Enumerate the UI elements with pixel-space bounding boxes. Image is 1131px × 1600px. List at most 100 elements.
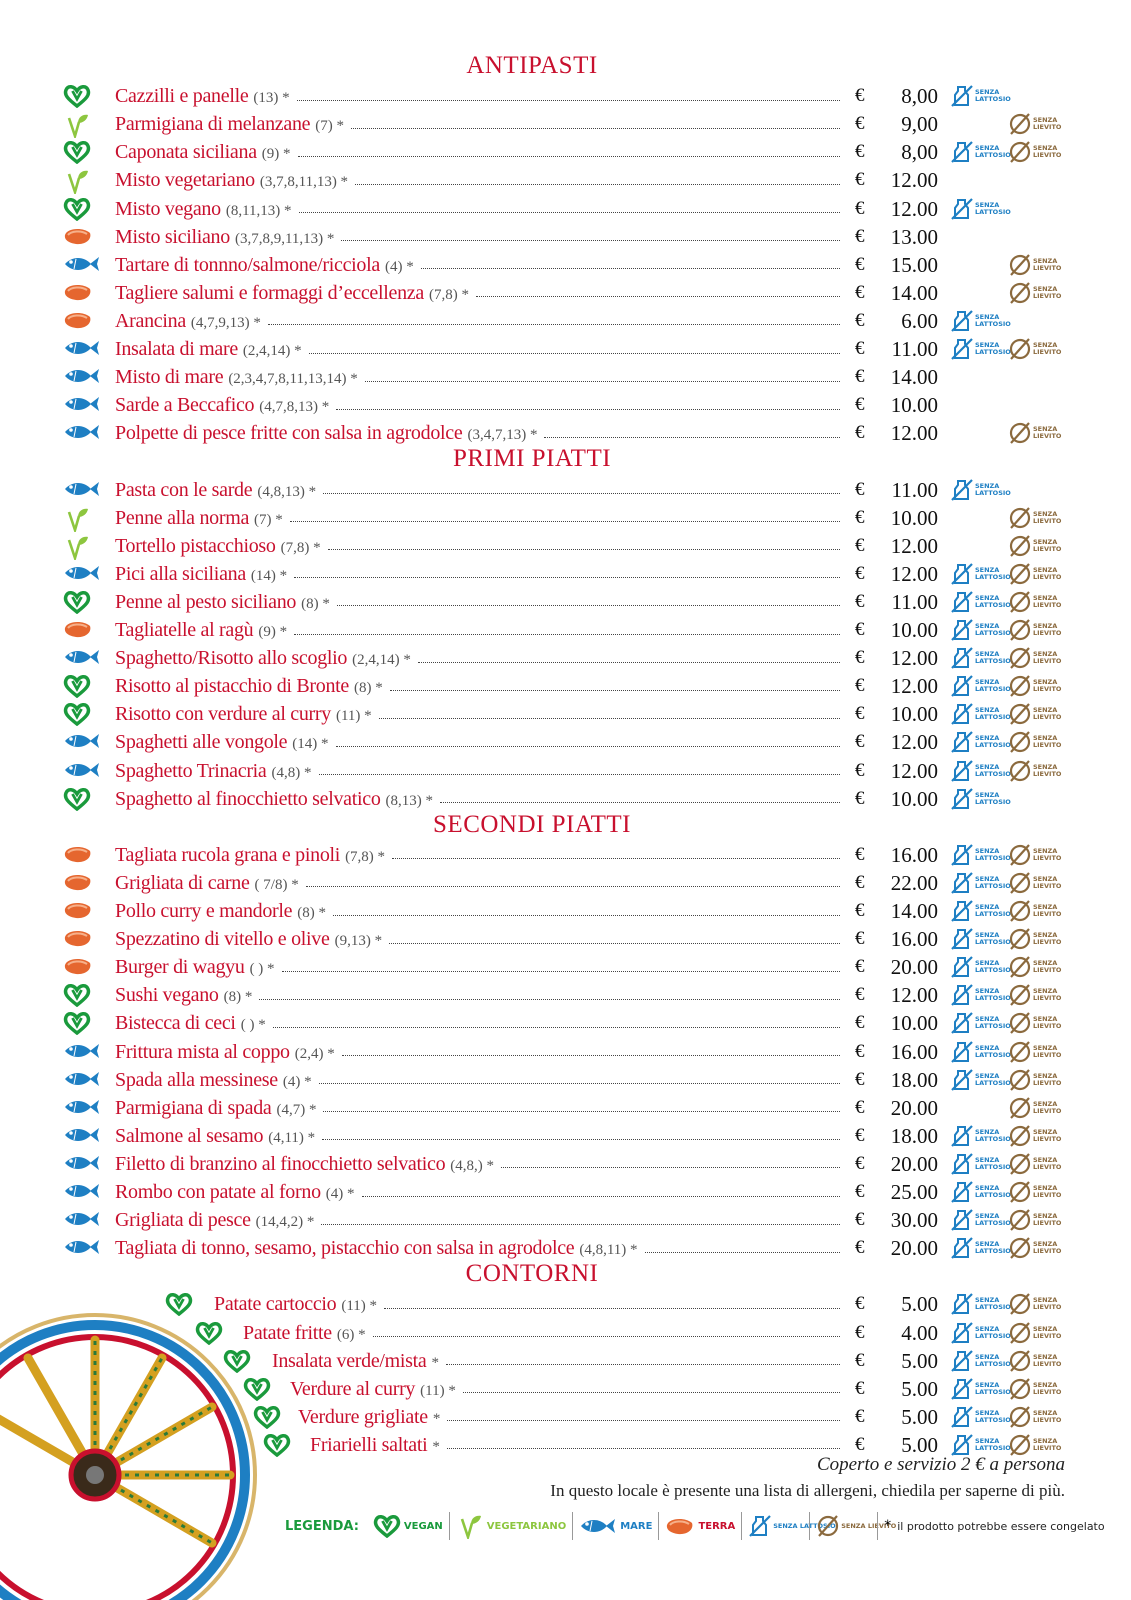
icon-shape: [67, 114, 88, 141]
icon-shape: [951, 956, 973, 978]
item-price: 10.00: [890, 1011, 938, 1036]
icon-shape: [1009, 591, 1031, 612]
currency: €: [855, 1152, 865, 1174]
legend-item: * il prodotto potrebbe essere congelato: [877, 1512, 1110, 1540]
currency: €: [855, 1040, 865, 1062]
icon-shape: [1010, 282, 1030, 304]
icon-shape: [1010, 1012, 1030, 1035]
diet-icon: [63, 787, 91, 816]
diet-icon: [63, 1152, 101, 1179]
icon-shape: [64, 931, 91, 947]
icon-shape: [1010, 984, 1030, 1007]
dot-leader: [259, 998, 840, 1000]
item-price: 10.00: [890, 786, 938, 811]
icon-shape: [1010, 844, 1030, 866]
icon-shape: [65, 650, 99, 665]
icon-shape: [951, 1349, 973, 1372]
icon-shape: [73, 427, 77, 438]
icon-shape: [951, 1181, 973, 1203]
icon-shape: [271, 1439, 283, 1451]
item-price: 16.00: [890, 927, 938, 952]
dot-leader: [378, 717, 840, 719]
item-price: 4.00: [901, 1320, 938, 1345]
icon-shape: [951, 591, 973, 613]
icon-shape: [1010, 506, 1030, 529]
icon-shape: [71, 792, 83, 805]
cover-charge: Coperto e servizio 2 € a persona: [816, 1454, 1065, 1475]
item-name: Tagliere salumi e formaggi d’eccellenza: [115, 281, 424, 304]
badge-label: SENZA LIEVITO: [1033, 846, 1062, 862]
icon-shape: [954, 563, 969, 584]
badge-label: SENZA LATTOSIO: [975, 846, 1011, 862]
icon-shape: [1009, 1013, 1031, 1034]
icon-shape: [951, 1434, 973, 1456]
icon-shape: [67, 117, 81, 141]
icon-shape: [1010, 113, 1030, 135]
badge-label: SENZA LATTOSIO: [975, 1015, 1011, 1031]
icon-shape: [1009, 1237, 1031, 1259]
item-allergens: (4,11) *: [268, 1129, 316, 1146]
menu-item: Grigliata di pesce (14,4,2) *: [115, 1205, 840, 1235]
wheel-rim: [0, 1320, 250, 1600]
icon-shape: [1009, 113, 1031, 135]
icon-shape: [373, 1515, 401, 1538]
dot-leader: [336, 605, 840, 607]
badge-senza-lattosio: SENZA LATTOSIO: [950, 1236, 1011, 1260]
icon-shape: [63, 984, 91, 1008]
icon-shape: [951, 731, 973, 754]
icon-shape: [1009, 507, 1031, 528]
badge-senza-lattosio: SENZA LATTOSIO: [950, 590, 1011, 614]
icon-shape: [78, 508, 88, 517]
item-allergens: (4,8,13) *: [257, 483, 317, 500]
icon-shape: [1009, 423, 1031, 444]
diet-icon: [63, 927, 93, 954]
dot-leader: [318, 774, 840, 775]
icon-shape: [954, 788, 969, 809]
item-price: 12.00: [890, 421, 938, 446]
icon-shape: [73, 342, 77, 354]
icon-shape: [1010, 253, 1030, 276]
icon-shape: [1010, 703, 1030, 726]
icon-shape: [69, 372, 73, 376]
dot-leader: [296, 99, 840, 101]
icon-shape: [1009, 760, 1031, 781]
badge-senza-lievito: SENZA LIEVITO: [1008, 281, 1063, 305]
icon-shape: [1010, 759, 1030, 782]
badge-label: SENZA LATTOSIO: [975, 1324, 1011, 1340]
icon-shape: [951, 197, 973, 220]
item-name: Spaghetto/Risotto allo scoglio: [115, 647, 348, 670]
currency: €: [855, 534, 865, 556]
currency: €: [855, 169, 865, 191]
badge-label: SENZA LATTOSIO: [975, 88, 1011, 104]
item-name: Pasta con le sarde: [115, 478, 253, 501]
item-name: Misto vegano: [115, 197, 221, 220]
item-allergens: (4) *: [325, 1186, 355, 1202]
icon-shape: [1009, 563, 1031, 584]
icon-shape: [951, 1012, 973, 1035]
icon-shape: [951, 956, 973, 978]
item-price: 15.00: [890, 252, 938, 277]
icon-shape: [460, 1518, 474, 1539]
icon-shape: [581, 1520, 608, 1532]
item-name: Pici alla siciliana: [115, 562, 246, 585]
item-price: 12.00: [890, 674, 938, 699]
section-title: SECONDI PIATTI: [433, 810, 631, 838]
icon-shape: [71, 202, 83, 215]
icon-shape: [73, 399, 77, 410]
icon-shape: [951, 900, 973, 922]
badge-label: SENZA LIEVITO: [1033, 284, 1062, 300]
icon-shape: [1009, 1181, 1031, 1203]
item-allergens: (7,8) *: [345, 848, 386, 865]
icon-shape: [951, 619, 973, 641]
badge-senza-lievito: SENZA LIEVITO: [1008, 1011, 1063, 1035]
icon-shape: [64, 846, 91, 862]
icon-shape: [606, 1519, 616, 1533]
currency: €: [855, 562, 865, 584]
icon-shape: [65, 651, 91, 664]
currency: €: [855, 281, 865, 303]
menu-item: Filetto di branzino al finocchietto selv…: [115, 1149, 840, 1179]
icon-shape: [1010, 731, 1030, 754]
icon-shape: [1010, 563, 1030, 585]
badge-label: SENZA LIEVITO: [1033, 762, 1062, 778]
icon-shape: [69, 1243, 73, 1247]
